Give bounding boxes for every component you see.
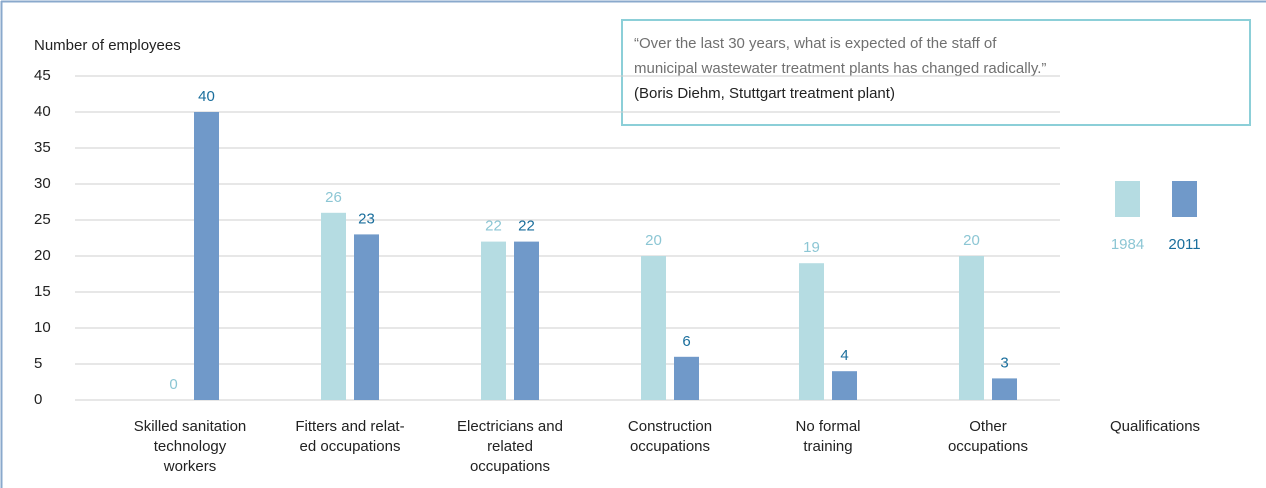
legend-swatch [1115,181,1140,217]
quote-source: (Boris Diehm, Stuttgart treatment plant) [634,85,895,102]
x-tick-label: technology [154,438,227,455]
value-label: 23 [358,210,375,227]
value-label: 19 [803,239,820,256]
value-label: 22 [518,218,535,235]
x-tick-label: occupations [948,438,1028,455]
y-tick-label: 30 [34,175,51,192]
bar [354,234,379,400]
bar [674,356,699,400]
y-tick-label: 5 [34,355,42,372]
x-tick-label: Construction [628,418,712,435]
value-label: 40 [198,88,215,105]
legend-swatch [1172,181,1197,217]
quote-box [621,19,1251,126]
legend-label: 2011 [1168,236,1200,253]
y-tick-label: 20 [34,247,51,264]
x-tick-label: Electricians and [457,418,563,435]
value-label: 26 [325,189,342,206]
value-label: 0 [169,376,177,393]
x-tick-label: No formal [795,418,860,435]
value-label: 6 [682,333,690,350]
y-tick-label: 25 [34,211,51,228]
y-tick-label: 40 [34,103,51,120]
x-axis-label: Qualifications [1110,418,1200,435]
quote-line: municipal wastewater treatment plants ha… [634,60,1046,77]
bar [799,263,824,400]
value-label: 20 [963,232,980,249]
bar [959,256,984,400]
value-label: 22 [485,218,502,235]
quote-line: “Over the last 30 years, what is expecte… [634,35,997,52]
bar [514,241,539,400]
x-tick-label: Skilled sanitation [134,418,247,435]
legend-label: 1984 [1111,236,1144,253]
bar [481,241,506,400]
y-tick-label: 35 [34,139,51,156]
value-label: 4 [840,347,848,364]
x-tick-label: ed occupations [300,438,401,455]
y-tick-label: 45 [34,67,51,84]
bar [194,112,219,400]
x-tick-label: training [803,438,852,455]
y-tick-label: 10 [34,319,51,336]
bar [321,212,346,400]
x-tick-label: related [487,438,533,455]
y-tick-label: 0 [34,391,42,408]
y-tick-label: 15 [34,283,51,300]
x-tick-label: occupations [630,438,710,455]
value-label: 20 [645,232,662,249]
y-axis-label: Number of employees [34,37,181,54]
bar [641,256,666,400]
x-tick-label: Other [969,418,1007,435]
x-tick-label: occupations [470,458,550,475]
x-tick-label: workers [163,458,217,475]
value-label: 3 [1000,354,1008,371]
x-tick-label: Fitters and relat- [295,418,404,435]
bar [832,371,857,400]
bar [992,378,1017,400]
